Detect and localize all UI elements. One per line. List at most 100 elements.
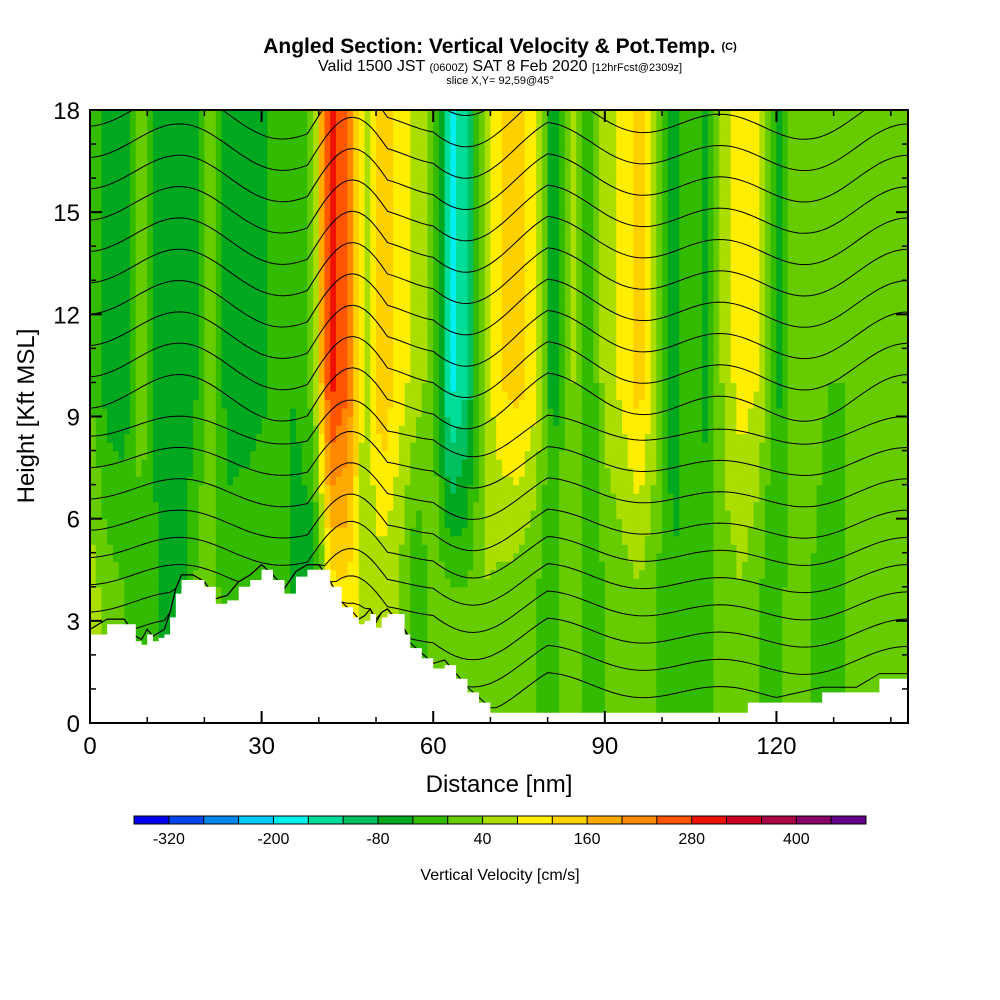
velocity-cell <box>147 365 154 375</box>
velocity-cell <box>130 476 137 486</box>
velocity-cell <box>313 152 320 162</box>
velocity-cell <box>175 518 183 528</box>
velocity-cell <box>450 407 457 418</box>
velocity-cell <box>261 365 268 375</box>
velocity-cell <box>255 382 263 392</box>
velocity-cell <box>255 305 263 315</box>
velocity-cell <box>467 254 474 264</box>
velocity-cell <box>404 280 411 290</box>
velocity-cell <box>175 356 183 367</box>
velocity-cell <box>250 416 257 426</box>
velocity-cell <box>376 314 383 324</box>
velocity-cell <box>410 169 417 179</box>
velocity-cell <box>313 110 320 120</box>
velocity-cell <box>421 254 429 264</box>
velocity-cell <box>135 586 143 596</box>
velocity-cell <box>438 561 446 571</box>
velocity-cell <box>250 178 257 188</box>
velocity-cell <box>353 527 360 537</box>
velocity-cell <box>164 595 171 605</box>
velocity-cell <box>284 569 291 579</box>
velocity-cell <box>467 459 474 469</box>
velocity-cell <box>147 118 154 128</box>
velocity-cell <box>135 510 143 520</box>
velocity-cell <box>433 595 440 605</box>
velocity-cell <box>393 407 400 418</box>
velocity-cell <box>90 629 97 639</box>
velocity-cell <box>295 467 303 477</box>
velocity-cell <box>410 459 417 469</box>
velocity-cell <box>370 212 377 222</box>
velocity-cell <box>416 535 423 545</box>
velocity-cell <box>290 365 297 375</box>
velocity-cell <box>484 578 492 588</box>
velocity-cell <box>307 365 314 375</box>
velocity-cell <box>307 518 314 528</box>
velocity-cell <box>358 118 366 128</box>
velocity-cell <box>456 637 463 647</box>
velocity-cell <box>370 152 377 162</box>
velocity-cell <box>335 339 343 349</box>
velocity-cell <box>410 212 417 222</box>
velocity-cell <box>141 246 148 256</box>
velocity-cell <box>181 493 188 503</box>
velocity-cell <box>398 527 406 537</box>
velocity-cell <box>233 237 240 247</box>
velocity-cell <box>175 373 183 384</box>
velocity-cell <box>221 433 228 443</box>
velocity-cell <box>112 127 120 137</box>
velocity-cell <box>358 322 366 332</box>
velocity-cell <box>393 288 400 298</box>
velocity-cell <box>158 467 165 477</box>
velocity-cell <box>95 271 103 281</box>
velocity-cell <box>175 510 183 520</box>
velocity-cell <box>192 442 200 452</box>
velocity-cell <box>124 288 131 298</box>
velocity-cell <box>284 578 291 588</box>
velocity-cell <box>284 144 291 154</box>
velocity-cell <box>107 237 114 247</box>
velocity-cell <box>473 280 480 290</box>
velocity-cell <box>158 169 165 179</box>
velocity-cell <box>324 510 331 520</box>
velocity-cell <box>438 356 446 367</box>
velocity-cell <box>381 152 389 162</box>
velocity-cell <box>433 382 440 392</box>
velocity-cell <box>450 237 457 247</box>
velocity-cell <box>450 297 457 307</box>
velocity-cell <box>478 595 486 605</box>
velocity-cell <box>170 152 177 162</box>
velocity-cell <box>404 399 411 409</box>
velocity-cell <box>393 297 400 307</box>
velocity-cell <box>444 629 451 639</box>
velocity-cell <box>295 110 303 120</box>
velocity-cell <box>387 356 394 367</box>
velocity-cell <box>330 331 337 341</box>
velocity-cell <box>347 425 354 435</box>
velocity-cell <box>376 254 383 264</box>
velocity-cell <box>393 229 400 239</box>
velocity-cell <box>473 484 480 494</box>
velocity-cell <box>90 212 97 222</box>
velocity-cell <box>416 322 423 332</box>
velocity-cell <box>130 433 137 443</box>
velocity-cell <box>393 331 400 341</box>
velocity-cell <box>255 450 263 460</box>
velocity-cell <box>181 118 188 128</box>
velocity-cell <box>152 569 160 579</box>
velocity-cell <box>295 254 303 264</box>
velocity-cell <box>387 195 394 205</box>
velocity-cell <box>227 246 234 256</box>
velocity-cell <box>244 322 251 332</box>
velocity-cell <box>187 229 194 239</box>
velocity-cell <box>398 390 406 401</box>
velocity-cell <box>358 501 366 511</box>
velocity-cell <box>124 407 131 418</box>
velocity-cell <box>175 390 183 401</box>
velocity-cell <box>158 484 165 494</box>
velocity-cell <box>444 612 451 622</box>
velocity-cell <box>421 501 429 511</box>
velocity-cell <box>215 518 223 528</box>
velocity-cell <box>318 493 326 503</box>
velocity-cell <box>398 467 406 477</box>
